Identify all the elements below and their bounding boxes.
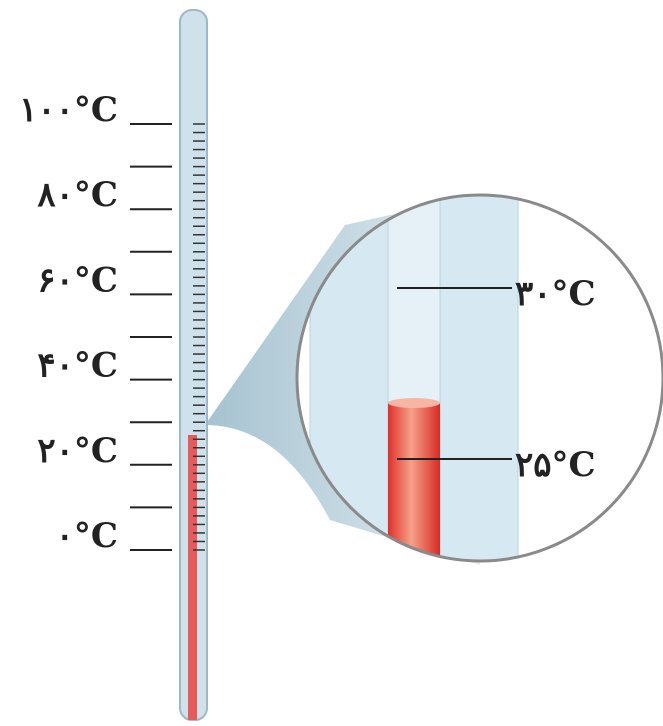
scale-label: ۱۰۰°C (19, 90, 118, 130)
scale-label: ۸۰°C (37, 175, 118, 215)
thermometer-liquid (188, 435, 197, 720)
tube-ticks (193, 123, 205, 551)
zoom-label: ۳۰°C (515, 274, 596, 314)
magnifier (297, 195, 663, 561)
magnifier-rim (295, 193, 663, 563)
scale-label: ۰°C (56, 516, 118, 556)
scale-label: ۲۰°C (37, 431, 118, 471)
scale: ۱۰۰°C ۸۰°C ۶۰°C ۴۰°C ۲۰°C ۰°C (19, 90, 172, 556)
scale-label: ۴۰°C (37, 346, 118, 386)
scale-label: ۶۰°C (37, 260, 118, 300)
zoom-label: ۲۵°C (515, 445, 596, 485)
